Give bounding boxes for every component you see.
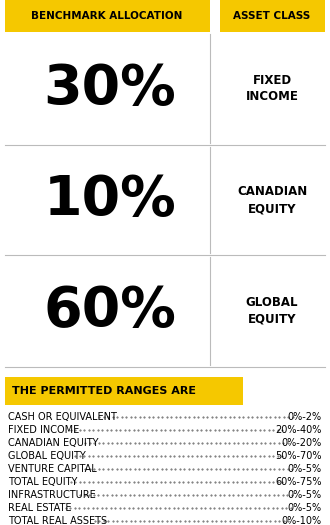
Text: 60%: 60% <box>44 284 177 338</box>
Text: THE PERMITTED RANGES ARE: THE PERMITTED RANGES ARE <box>12 386 196 396</box>
Text: 10%: 10% <box>44 173 176 227</box>
Bar <box>5 377 243 405</box>
Text: TOTAL EQUITY: TOTAL EQUITY <box>8 477 77 487</box>
Text: FIXED
INCOME: FIXED INCOME <box>246 74 298 103</box>
Text: 20%-40%: 20%-40% <box>276 425 322 435</box>
Text: 0%-2%: 0%-2% <box>288 412 322 422</box>
Text: 0%-5%: 0%-5% <box>288 464 322 474</box>
Text: CANADIAN
EQUITY: CANADIAN EQUITY <box>237 185 307 215</box>
Text: CASH OR EQUIVALENT: CASH OR EQUIVALENT <box>8 412 117 422</box>
Text: 0%-20%: 0%-20% <box>282 438 322 448</box>
Text: 50%-70%: 50%-70% <box>276 451 322 461</box>
Text: TOTAL REAL ASSETS: TOTAL REAL ASSETS <box>8 516 107 525</box>
Text: 60%-75%: 60%-75% <box>276 477 322 487</box>
Text: 0%-5%: 0%-5% <box>288 503 322 513</box>
Text: ASSET CLASS: ASSET CLASS <box>233 11 311 21</box>
Text: INFRASTRUCTURE: INFRASTRUCTURE <box>8 490 96 500</box>
Bar <box>5 0 210 32</box>
Text: GLOBAL EQUITY: GLOBAL EQUITY <box>8 451 86 461</box>
Text: FIXED INCOME: FIXED INCOME <box>8 425 79 435</box>
Text: 0%-10%: 0%-10% <box>282 516 322 525</box>
Text: REAL ESTATE: REAL ESTATE <box>8 503 72 513</box>
Bar <box>220 0 325 32</box>
Text: GLOBAL
EQUITY: GLOBAL EQUITY <box>246 296 298 326</box>
Text: BENCHMARK ALLOCATION: BENCHMARK ALLOCATION <box>31 11 183 21</box>
Text: CANADIAN EQUITY: CANADIAN EQUITY <box>8 438 98 448</box>
Text: 0%-5%: 0%-5% <box>288 490 322 500</box>
Text: 30%: 30% <box>44 61 176 116</box>
Text: VENTURE CAPITAL: VENTURE CAPITAL <box>8 464 97 474</box>
